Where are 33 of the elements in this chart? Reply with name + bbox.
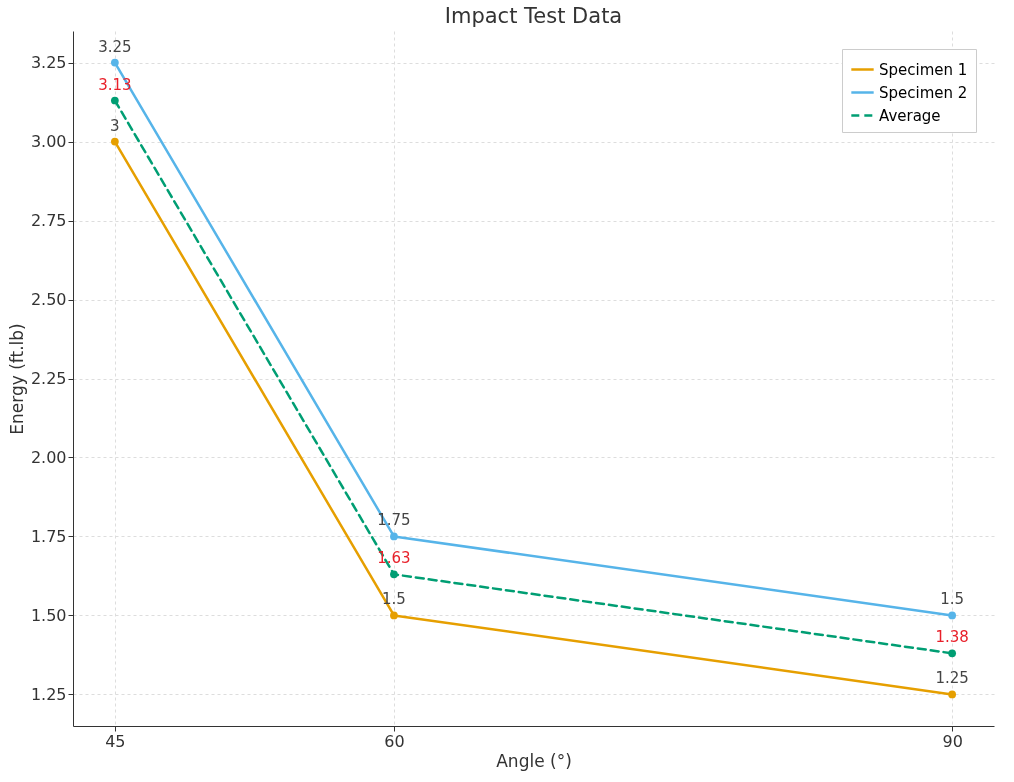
y-tick-label: 1.50: [30, 605, 67, 625]
point: [390, 570, 398, 579]
point: [390, 532, 398, 541]
point: [948, 690, 957, 699]
legend-label: Specimen 1: [879, 60, 968, 79]
point: [948, 611, 957, 620]
data-label: 1.25: [935, 669, 969, 688]
y-tick-label: 2.00: [30, 447, 67, 467]
data-label: 3.25: [98, 37, 132, 56]
y-tick-label: 1.75: [30, 526, 67, 546]
legend-label: Average: [879, 106, 941, 125]
data-label: 1.5: [940, 590, 965, 609]
x-axis-title: Angle (°): [496, 750, 572, 771]
y-tick-label: 1.25: [30, 684, 67, 704]
y-tick-label: 3.25: [30, 53, 67, 73]
x-tick-label: 60: [384, 731, 405, 751]
point: [110, 58, 119, 67]
point: [948, 649, 957, 658]
x-tick-label: 90: [942, 731, 963, 751]
point: [110, 137, 119, 146]
y-axis-title: Energy (ft.lb): [6, 323, 27, 435]
legend-label: Specimen 2: [879, 83, 968, 102]
data-label: 1.38: [935, 628, 969, 647]
x-tick-label: 45: [105, 731, 126, 751]
point: [390, 611, 398, 620]
data-label: 1.63: [377, 549, 411, 568]
point: [110, 96, 119, 105]
y-tick-label: 3.00: [30, 132, 67, 152]
chart-title: Impact Test Data: [444, 4, 623, 28]
data-label: 3: [110, 116, 120, 135]
y-tick-label: 2.25: [30, 369, 67, 388]
y-tick-label: 2.75: [30, 211, 67, 231]
y-tick-label: 2.50: [30, 290, 67, 310]
